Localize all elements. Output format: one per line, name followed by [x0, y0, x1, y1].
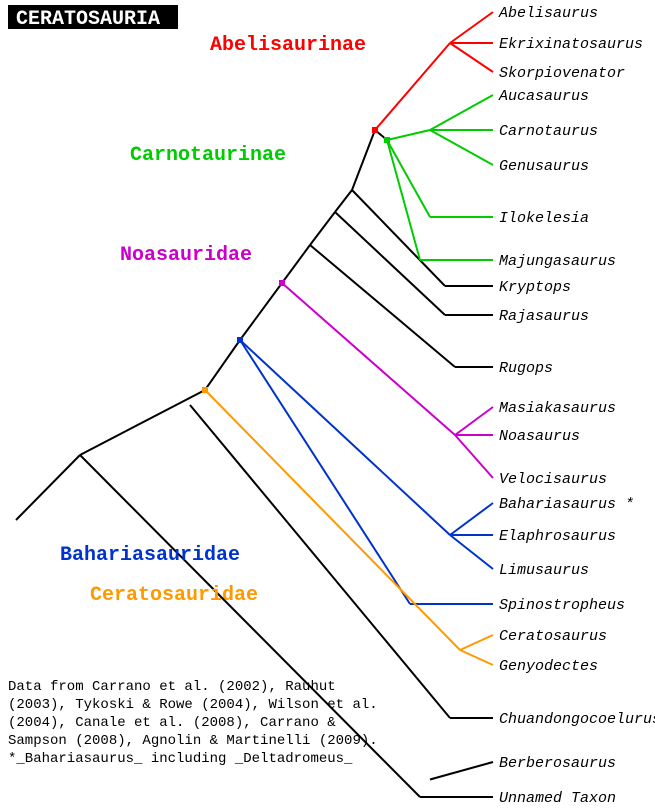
clade-abelisaurinae: Abelisaurinae	[210, 34, 366, 57]
taxon-velocisaurus: Velocisaurus	[499, 471, 607, 488]
taxon-limusaurus: Limusaurus	[499, 562, 589, 579]
taxon-unnamed: Unnamed Taxon	[499, 790, 616, 807]
title: CERATOSAURIA	[16, 8, 160, 31]
clade-ceratosauridae: Ceratosauridae	[90, 584, 258, 607]
taxon-rajasaurus: Rajasaurus	[499, 308, 589, 325]
taxon-genusaurus: Genusaurus	[499, 158, 589, 175]
citation-5: *_Bahariasaurus_ including _Deltadromeus…	[8, 751, 353, 767]
taxon-genyodectes: Genyodectes	[499, 658, 598, 675]
citation-1: Data from Carrano et al. (2002), Rauhut	[8, 679, 336, 695]
taxon-aucasaurus: Aucasaurus	[498, 88, 589, 105]
taxon-chuandongocoelurus: Chuandongocoelurus	[499, 711, 655, 728]
taxon-rugops: Rugops	[499, 360, 553, 377]
clade-bahariasauridae: Bahariasauridae	[60, 544, 240, 567]
taxon-spinostropheus: Spinostropheus	[499, 597, 625, 614]
citation-3: (2004), Canale et al. (2008), Carrano &	[8, 715, 336, 731]
citation-2: (2003), Tykoski & Rowe (2004), Wilson et…	[8, 697, 378, 713]
clade-carnotaurinae: Carnotaurinae	[130, 144, 286, 167]
cladogram: CERATOSAURIA Abelisaurinae Carnotaurinae…	[0, 0, 655, 811]
taxon-skorpiovenator: Skorpiovenator	[499, 65, 625, 82]
taxon-abelisaurus: Abelisaurus	[498, 5, 598, 22]
citation-4: Sampson (2008), Agnolin & Martinelli (20…	[8, 733, 378, 749]
taxon-ceratosaurus: Ceratosaurus	[499, 628, 607, 645]
taxon-berberosaurus: Berberosaurus	[499, 755, 616, 772]
taxon-ilokelesia: Ilokelesia	[499, 210, 589, 227]
taxon-carnotaurus: Carnotaurus	[499, 123, 598, 140]
taxon-bahariasaurus: Bahariasaurus *	[499, 496, 634, 513]
taxon-kryptops: Kryptops	[499, 279, 571, 296]
taxa-labels: Abelisaurus Ekrixinatosaurus Skorpiovenato…	[498, 5, 655, 807]
taxon-masiakasaurus: Masiakasaurus	[499, 400, 616, 417]
taxon-majungasaurus: Majungasaurus	[499, 253, 616, 270]
taxon-noasaurus: Noasaurus	[499, 428, 580, 445]
taxon-ekrixinatosaurus: Ekrixinatosaurus	[499, 36, 643, 53]
taxon-elaphrosaurus: Elaphrosaurus	[499, 528, 616, 545]
clade-noasauridae: Noasauridae	[120, 244, 252, 267]
